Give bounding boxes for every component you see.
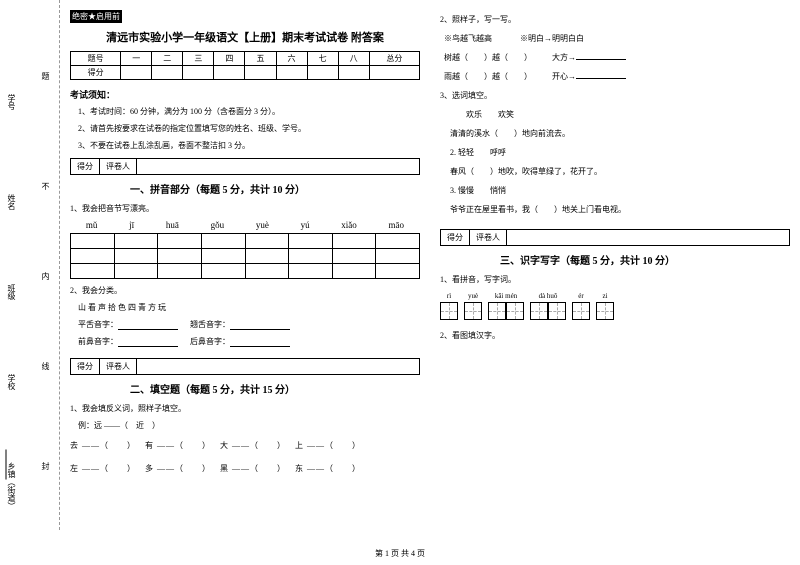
page-content: 绝密★启用前 清远市实验小学一年级语文【上册】期末考试试卷 附答案 题号 一 二… xyxy=(70,10,790,530)
fill-line: 爷爷正在屋里看书，我（ ）地关上门看电视。 xyxy=(450,204,790,215)
table-header: 四 xyxy=(214,52,245,66)
fill-row: 左 ——（ ） 多 ——（ ） 黑 ——（ ） 东 ——（ ） xyxy=(70,463,420,474)
section-title-2: 二、填空题（每题 5 分，共计 15 分） xyxy=(130,381,420,396)
binding-field-name: 姓名 xyxy=(6,194,17,210)
table-row: 题号 一 二 三 四 五 六 七 八 总分 xyxy=(71,52,420,66)
pinyin-item: jī xyxy=(129,220,134,230)
notice-item: 3、不要在试卷上乱涂乱画，卷面不整洁扣 3 分。 xyxy=(78,140,420,151)
question-text: 2、看图填汉字。 xyxy=(440,330,790,341)
grader-label: 评卷人 xyxy=(470,230,507,245)
fill-line: 前鼻音字： 后鼻音字： xyxy=(78,336,420,347)
fill-line: 春风（ ）地吹，吹得草绿了，花开了。 xyxy=(450,166,790,177)
pinyin-item: māo xyxy=(389,220,405,230)
score-table: 题号 一 二 三 四 五 六 七 八 总分 得分 xyxy=(70,51,420,80)
pinyin-item: xiǎo xyxy=(341,220,357,230)
option-line: 2. 轻轻 呼呼 xyxy=(450,147,790,158)
char-box-row: rì yuè kāi mén dà huǒ ér zi xyxy=(440,292,790,320)
binding-field-id: 学号 xyxy=(6,94,17,110)
pinyin-item: huā xyxy=(166,220,179,230)
table-header: 六 xyxy=(276,52,307,66)
char-group: yuè xyxy=(464,292,482,320)
score-box: 得分 评卷人 xyxy=(70,158,420,175)
question-text: 1、我会把音节写漂亮。 xyxy=(70,203,420,214)
example-text: 例：远 ——（ 近 ） xyxy=(78,420,420,431)
table-header: 三 xyxy=(183,52,214,66)
pinyin-item: yú xyxy=(301,220,310,230)
page-footer: 第 1 页 共 4 页 xyxy=(0,548,800,559)
table-header: 五 xyxy=(245,52,276,66)
binding-field-school: 学校 xyxy=(6,374,17,390)
writing-grid xyxy=(70,233,420,279)
notice-item: 2、请首先按要求在试卷的指定位置填写您的姓名、班级、学号。 xyxy=(78,123,420,134)
question-text: 3、选词填空。 xyxy=(440,90,790,101)
fill-line: 雨越（ ）越（ ） 开心→ xyxy=(440,71,790,82)
char-pinyin: yuè xyxy=(468,292,478,300)
table-header: 总分 xyxy=(369,52,419,66)
fill-line: 清清的溪水（ ）地向前流去。 xyxy=(450,128,790,139)
right-column: 2、照样子，写一写。 ※鸟越飞越高 ※明白→明明白白 树越（ ）越（ ） 大方→… xyxy=(440,10,790,530)
binding-field-township: 乡镇（街道） xyxy=(6,462,17,510)
question-text: 1、看拼音，写字词。 xyxy=(440,274,790,285)
seal-mark: 不 xyxy=(40,182,51,190)
notice-title: 考试须知： xyxy=(70,88,420,101)
question-text: 2、我会分类。 xyxy=(70,285,420,296)
score-label: 得分 xyxy=(441,230,470,245)
exam-title: 清远市实验小学一年级语文【上册】期末考试试卷 附答案 xyxy=(70,29,420,45)
table-header: 八 xyxy=(338,52,369,66)
pinyin-row: mǔ jī huā gǒu yuè yú xiǎo māo xyxy=(70,220,420,230)
score-label: 得分 xyxy=(71,159,100,174)
example-line: ※鸟越飞越高 ※明白→明明白白 xyxy=(440,33,790,44)
grader-label: 评卷人 xyxy=(100,159,137,174)
pinyin-item: yuè xyxy=(256,220,269,230)
notice-item: 1、考试时间：60 分钟，满分为 100 分（含卷面分 3 分）。 xyxy=(78,106,420,117)
char-pinyin: zi xyxy=(602,292,607,300)
question-text: 1、我会填反义词，照样子填空。 xyxy=(70,403,420,414)
section-title-3: 三、识字写字（每题 5 分，共计 10 分） xyxy=(500,252,790,267)
table-header: 七 xyxy=(307,52,338,66)
char-pinyin: ér xyxy=(578,292,583,300)
fill-line: 树越（ ）越（ ） 大方→ xyxy=(440,52,790,63)
seal-mark: 线 xyxy=(40,362,51,370)
secret-label: 绝密★启用前 xyxy=(70,10,122,23)
score-box: 得分 评卷人 xyxy=(440,229,790,246)
left-column: 绝密★启用前 清远市实验小学一年级语文【上册】期末考试试卷 附答案 题号 一 二… xyxy=(70,10,420,530)
option-line: 3. 慢慢 悄悄 xyxy=(450,185,790,196)
binding-margin: 乡镇（街道） 学校 班级 姓名 学号 封 线 内 不 题 xyxy=(0,0,60,530)
char-list: 山 看 声 拾 色 四 青 方 玩 xyxy=(78,302,420,313)
seal-mark: 题 xyxy=(40,72,51,80)
question-text: 2、照样子，写一写。 xyxy=(440,14,790,25)
fill-line: 平舌音字： 翘舌音字： xyxy=(78,319,420,330)
table-header: 题号 xyxy=(71,52,121,66)
char-group: dà huǒ xyxy=(530,292,566,320)
char-group: kāi mén xyxy=(488,292,524,320)
fill-row: 去 ——（ ） 有 ——（ ） 大 ——（ ） 上 ——（ ） xyxy=(70,440,420,451)
score-box: 得分 评卷人 xyxy=(70,358,420,375)
score-label: 得分 xyxy=(71,359,100,374)
table-cell: 得分 xyxy=(71,66,121,80)
grader-label: 评卷人 xyxy=(100,359,137,374)
option-line: 欢乐 欢笑 xyxy=(450,109,790,120)
table-header: 一 xyxy=(121,52,152,66)
char-pinyin: rì xyxy=(447,292,451,300)
char-group: zi xyxy=(596,292,614,320)
table-row: 得分 xyxy=(71,66,420,80)
char-group: ér xyxy=(572,292,590,320)
pinyin-item: mǔ xyxy=(86,220,98,230)
seal-mark: 封 xyxy=(40,462,51,470)
seal-mark: 内 xyxy=(40,272,51,280)
binding-field-class: 班级 xyxy=(6,284,17,300)
pinyin-item: gǒu xyxy=(211,220,225,230)
char-group: rì xyxy=(440,292,458,320)
section-title-1: 一、拼音部分（每题 5 分，共计 10 分） xyxy=(130,181,420,196)
table-header: 二 xyxy=(152,52,183,66)
